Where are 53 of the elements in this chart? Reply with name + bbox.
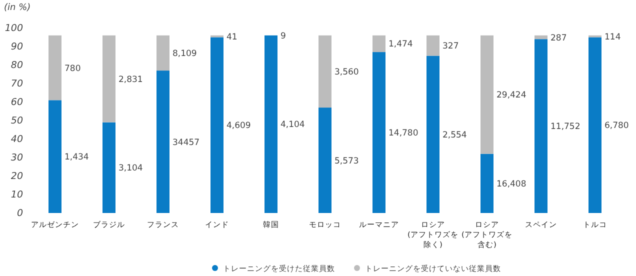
bar [372, 52, 386, 213]
annotation: 780 [64, 64, 81, 74]
bar [156, 35, 170, 71]
y-tick-label: 50 [10, 116, 23, 127]
bar [480, 35, 494, 154]
annotation: 8,109 [172, 48, 197, 59]
annotation: 41 [226, 32, 238, 42]
bar [426, 35, 440, 56]
bar [48, 35, 62, 100]
annotation: 6,780 [604, 121, 629, 132]
annotation: 4,609 [226, 121, 251, 132]
bar [156, 70, 170, 213]
y-tick-label: 90 [10, 42, 23, 53]
y-tick-label: 10 [10, 190, 23, 201]
bar [264, 35, 278, 213]
bar [588, 37, 602, 213]
bar [534, 39, 548, 213]
annotation: 1,474 [388, 40, 413, 50]
annotation: 2,831 [118, 74, 143, 85]
annotation: 29,424 [496, 90, 526, 101]
annotation: 9 [280, 31, 286, 42]
y-axis-title: (in %) [4, 3, 31, 13]
y-tick-label: 20 [10, 171, 23, 182]
bar [318, 108, 332, 213]
annotation: 4,104 [280, 120, 305, 130]
annotation: 3,560 [334, 67, 359, 78]
bar [102, 122, 116, 213]
annotation: 2,554 [442, 130, 467, 140]
y-tick-label: 60 [10, 97, 23, 108]
annotation: 5,573 [334, 156, 359, 166]
y-tick-label: 0 [16, 208, 23, 220]
bar [480, 154, 494, 213]
y-tick-label: 100 [4, 23, 23, 34]
bar [426, 56, 440, 213]
annotation: 14,780 [388, 128, 418, 139]
annotation: 327 [442, 42, 459, 52]
bar [102, 35, 116, 122]
annotation: 34457 [172, 138, 200, 148]
annotation: 287 [550, 33, 567, 44]
annotation: 16,408 [496, 179, 526, 190]
y-tick-label: 40 [10, 134, 23, 146]
annotation: 11,752 [550, 122, 580, 132]
annotation: 1,434 [64, 152, 89, 163]
y-tick-label: 30 [10, 152, 23, 164]
bar [210, 37, 224, 213]
annotation: 114 [604, 32, 621, 42]
y-tick-label: 80 [10, 60, 23, 72]
bar [372, 35, 386, 52]
annotation: 3,104 [118, 164, 143, 174]
bar [534, 35, 548, 40]
bar [48, 100, 62, 213]
bar [318, 35, 332, 108]
y-tick-label: 70 [10, 78, 23, 90]
